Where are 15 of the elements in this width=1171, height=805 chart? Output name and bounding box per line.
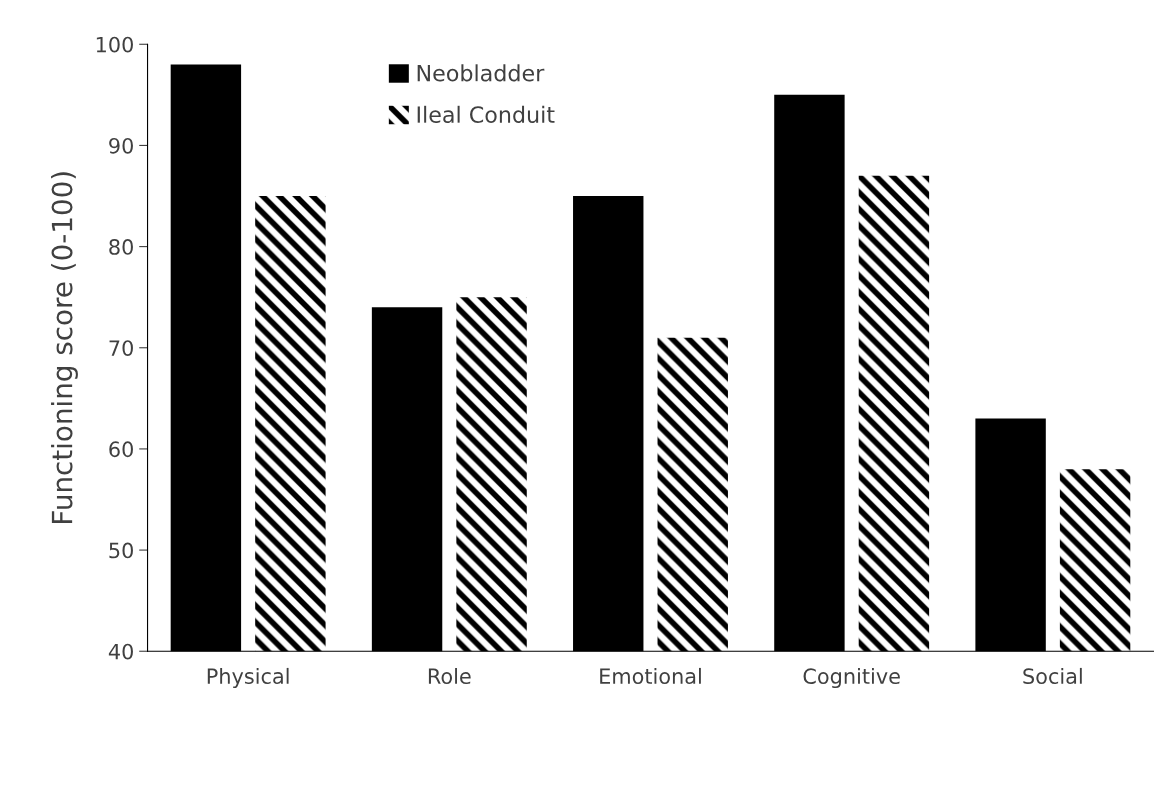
y-tick-label: 50: [109, 542, 133, 559]
legend-label: Ileal Conduit: [417, 105, 555, 123]
x-tick-label: Social: [1023, 667, 1082, 685]
x-tick-label: Role: [428, 667, 471, 685]
y-tick-label: 90: [109, 137, 133, 154]
x-tick-label: Emotional: [600, 667, 701, 685]
y-tick-label: 70: [109, 340, 133, 356]
x-tick-label: Cognitive: [803, 667, 900, 689]
y-tick-label: 60: [109, 441, 133, 458]
legend-label: Neobladder: [417, 64, 545, 82]
y-tick-label: 80: [109, 239, 133, 255]
y-tick-label: 40: [108, 643, 133, 660]
x-tick-label: Physical: [207, 667, 289, 689]
y-tick-label: 100: [96, 36, 133, 53]
y-axis-title: Functioning score (0-100): [51, 172, 78, 523]
